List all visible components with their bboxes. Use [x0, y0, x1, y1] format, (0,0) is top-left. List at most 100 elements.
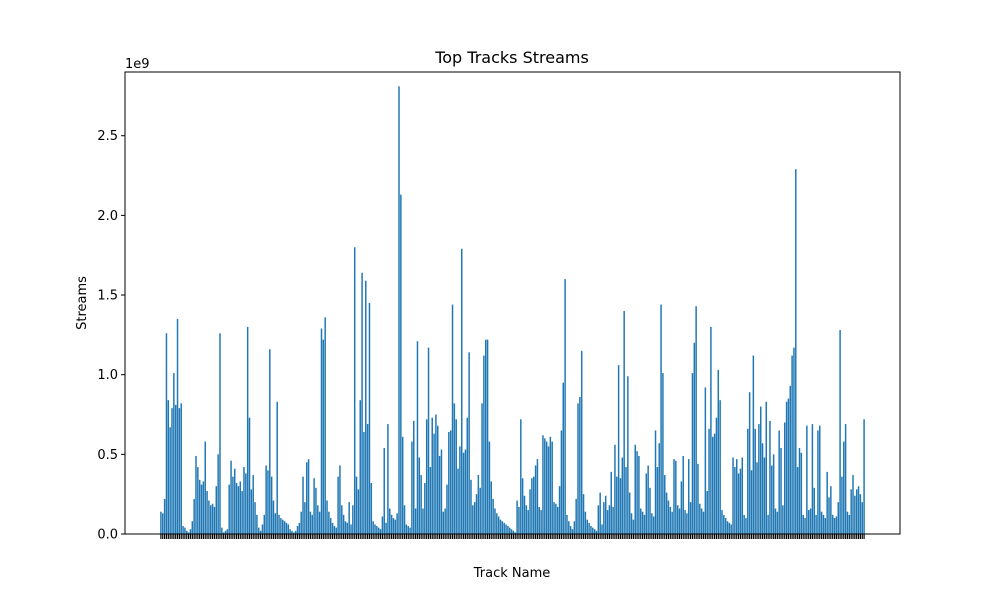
bar: [221, 527, 223, 534]
bar: [569, 526, 572, 534]
bar: [392, 518, 395, 534]
bar: [665, 492, 668, 534]
bar: [675, 460, 677, 534]
bar: [501, 521, 504, 534]
bar: [553, 502, 555, 534]
bar: [603, 502, 605, 534]
bar: [374, 524, 376, 534]
bar: [846, 511, 849, 534]
bar: [366, 424, 369, 534]
bar: [424, 483, 426, 534]
bar: [508, 527, 511, 534]
bar: [361, 272, 363, 534]
bar: [807, 510, 810, 534]
bar: [414, 508, 417, 534]
y-tick-label: 0.5: [97, 448, 118, 463]
bar: [418, 457, 421, 534]
bar: [178, 408, 181, 534]
bar: [706, 490, 708, 534]
bar: [610, 471, 612, 534]
bar: [401, 436, 404, 534]
bar: [802, 514, 804, 534]
bar: [329, 518, 332, 534]
bar: [202, 481, 205, 534]
bar: [379, 529, 382, 534]
bar: [313, 478, 315, 534]
bar: [174, 404, 177, 534]
bar: [708, 428, 710, 534]
bar: [189, 529, 192, 534]
bar: [854, 495, 856, 534]
bar: [176, 318, 179, 534]
bar: [584, 511, 587, 534]
bar: [352, 505, 354, 534]
bar: [381, 516, 384, 534]
bar: [547, 446, 550, 534]
bar: [376, 526, 378, 534]
bar: [756, 462, 758, 534]
bar: [409, 527, 411, 534]
bar: [470, 479, 472, 534]
bar: [693, 342, 696, 534]
bar: [464, 449, 467, 534]
bar: [248, 417, 251, 534]
bar: [628, 492, 631, 534]
bar: [857, 486, 860, 534]
bar: [523, 495, 526, 534]
bar: [612, 506, 614, 534]
bar: [839, 330, 841, 534]
bar: [510, 529, 513, 534]
y-axis-label: Streams: [75, 276, 90, 330]
bar: [721, 510, 723, 534]
bar: [278, 514, 280, 534]
bar: [208, 500, 210, 534]
bar: [269, 349, 271, 534]
bar: [532, 476, 535, 534]
bar: [267, 470, 269, 534]
bar: [163, 498, 166, 534]
bar: [579, 396, 581, 534]
bar: [800, 452, 803, 534]
bar: [477, 475, 480, 534]
bar: [636, 451, 638, 534]
bar: [200, 484, 203, 534]
bar: [516, 500, 518, 534]
bar: [634, 444, 636, 534]
bar: [473, 502, 476, 534]
bar: [822, 514, 825, 534]
bar: [385, 522, 387, 534]
bar: [743, 514, 745, 534]
bar: [771, 465, 773, 534]
bar: [545, 441, 548, 534]
plot-frame: [124, 71, 901, 535]
bar: [494, 508, 496, 534]
bar: [187, 532, 190, 534]
bar: [651, 513, 653, 534]
bar: [291, 530, 293, 534]
bar: [525, 505, 528, 534]
bar: [219, 333, 221, 534]
bar: [664, 475, 666, 534]
bar: [627, 376, 629, 534]
bar: [281, 519, 284, 534]
bar: [518, 506, 520, 534]
bar: [791, 355, 793, 534]
bar: [488, 441, 491, 534]
bar: [688, 459, 690, 534]
bar: [619, 478, 622, 534]
bar: [699, 503, 701, 534]
bar: [621, 457, 624, 534]
bar: [723, 514, 725, 534]
bar: [682, 455, 684, 534]
bar: [837, 502, 839, 534]
bar: [562, 382, 564, 534]
bar: [747, 428, 749, 534]
bar: [820, 511, 823, 534]
bar: [335, 527, 337, 534]
bar: [215, 486, 218, 534]
bar: [654, 430, 657, 534]
bar: [520, 419, 522, 534]
bar: [283, 521, 286, 534]
bar: [658, 443, 660, 534]
bar: [850, 489, 852, 534]
